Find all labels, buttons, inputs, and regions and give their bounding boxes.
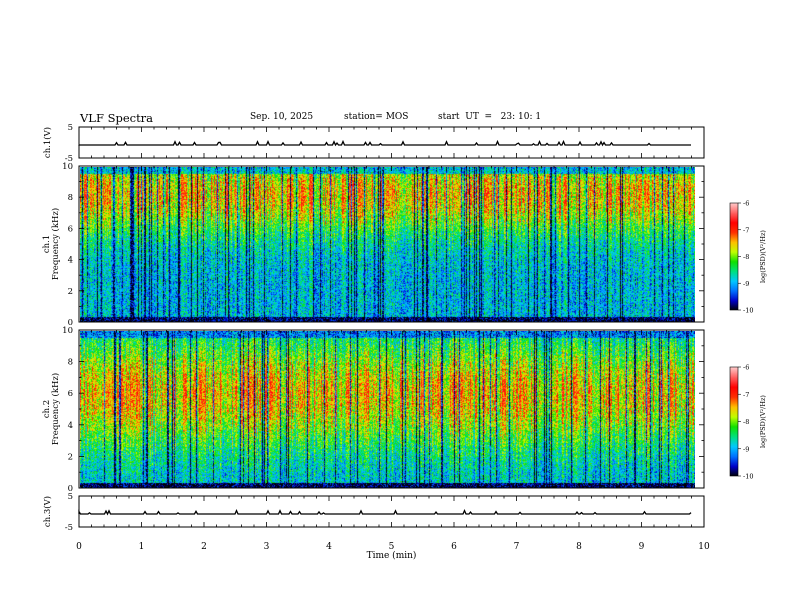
ch3-waveform-trace xyxy=(78,508,692,516)
ch1-spectrogram-ytick-label: 4 xyxy=(68,256,73,266)
ch2-spectrogram-colorbar-tick-label: -10 xyxy=(743,473,753,481)
ch1-waveform-trace xyxy=(78,139,691,147)
ch1-colorbar-image xyxy=(730,203,738,310)
ch2-spectrogram-frame xyxy=(78,329,705,489)
ch1-spectrogram-frame xyxy=(78,165,705,323)
ch2-spectrogram-ylabel-line: ch.2 xyxy=(42,400,52,418)
x-tick-label: 8 xyxy=(576,542,582,552)
ch2-spectrogram-colorbar-tick-label: -7 xyxy=(743,391,749,399)
ch2-spectrogram-ytick-label: 2 xyxy=(68,452,73,462)
ch2-spectrogram-colorbar-tick-label: -6 xyxy=(743,364,749,372)
ch1-spectrogram-colorbar-tick-label: -6 xyxy=(743,200,749,208)
x-tick-label: 7 xyxy=(514,542,520,552)
ch1-spectrogram-colorbar-tick-label: -8 xyxy=(743,253,749,261)
ch1-spectrogram-colorbar-label: log(PSD)(V²/Hz) xyxy=(759,230,767,283)
x-tick-label: 6 xyxy=(451,542,457,552)
x-tick-label: 3 xyxy=(264,542,270,552)
ch2-spectrogram-ytick-label: 0 xyxy=(68,484,73,494)
ch2-spectrogram-colorbar-frame xyxy=(729,366,739,477)
ch2-spectrogram-ytick-label: 6 xyxy=(68,389,73,399)
ch1-spectrogram-colorbar-tick-label: -10 xyxy=(743,307,753,315)
ch2-spectrogram-colorbar-tick-label: -9 xyxy=(743,445,749,453)
x-tick-label: 5 xyxy=(389,542,395,552)
ch2-spectrogram-colorbar-tick-label: -8 xyxy=(743,418,749,426)
x-tick-label: 0 xyxy=(76,542,82,552)
x-tick-label: 10 xyxy=(698,542,710,552)
ch1-spectrogram-colorbar-frame xyxy=(729,202,739,311)
ch1-spectrogram-ytick-label: 8 xyxy=(68,193,73,203)
ch1-spectrogram-ytick-label: 10 xyxy=(62,162,73,172)
x-axis-label: Time (min) xyxy=(367,550,417,561)
figure-title: VLF Spectra xyxy=(80,111,154,125)
ch1-spectrogram-ytick-label: 0 xyxy=(68,318,73,328)
ch1-spectrogram-ytick-label: 6 xyxy=(68,224,73,234)
ch2-spectrogram-colorbar-label: log(PSD)(V²/Hz) xyxy=(759,395,767,448)
x-tick-label: 9 xyxy=(639,542,645,552)
ch1-waveform-ytick-label: 5 xyxy=(68,123,73,133)
ch3-waveform-ylabel: ch.3(V) xyxy=(42,496,53,527)
ch2-colorbar-image xyxy=(730,367,738,476)
date-label: Sep. 10, 2025 xyxy=(250,112,314,122)
ch1-spectrogram-ytick-label: 2 xyxy=(68,287,73,297)
ch1-spectrogram-colorbar-tick-label: -9 xyxy=(743,280,749,288)
x-tick-label: 4 xyxy=(326,542,332,552)
ch2-spectrogram-ytick-label: 8 xyxy=(68,358,73,368)
ch1-spectrogram-ylabel-line: ch.1 xyxy=(42,235,52,253)
start-ut-label: start UT = 23: 10: 1 xyxy=(438,112,542,122)
ch2-spectrogram-ytick-label: 4 xyxy=(68,421,73,431)
ch1-waveform-ylabel: ch.1(V) xyxy=(42,127,53,158)
ch3-waveform-ytick-label: -5 xyxy=(65,523,73,533)
ch3-waveform-ytick-label: 5 xyxy=(68,492,73,502)
station-label: station= MOS xyxy=(344,112,409,122)
x-tick-label: 1 xyxy=(139,542,145,552)
ch1-spectrogram-image xyxy=(80,167,695,322)
ch2-spectrogram-image xyxy=(80,331,695,488)
ch1-waveform-ytick-label: -5 xyxy=(65,154,73,164)
x-tick-label: 2 xyxy=(201,542,207,552)
ch2-spectrogram-ytick-label: 10 xyxy=(62,326,73,336)
ch2-spectrogram-ylabel-line: Frequency (kHz) xyxy=(50,373,61,445)
ch1-spectrogram-colorbar-tick-label: -7 xyxy=(743,226,749,234)
ch1-spectrogram-ylabel-line: Frequency (kHz) xyxy=(50,208,61,280)
